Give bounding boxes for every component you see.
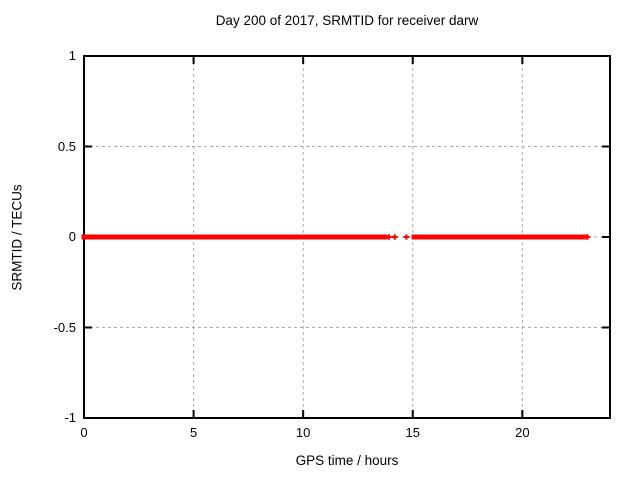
x-tick-label: 15 (405, 425, 420, 440)
x-tick-label: 0 (80, 425, 88, 440)
data-segment (81, 234, 153, 240)
y-tick-label: 0.5 (57, 138, 76, 154)
x-tick-label: 10 (295, 425, 311, 440)
y-tick-label: -0.5 (53, 319, 76, 335)
y-tick-label: -1 (64, 410, 76, 425)
data-segment (411, 234, 426, 240)
x-axis-label: GPS time / hours (295, 453, 399, 468)
y-axis-label: SRMTID / TECUs (9, 184, 25, 291)
data-segment (150, 234, 388, 240)
x-tick-label: 5 (189, 425, 198, 440)
chart-title: Day 200 of 2017, SRMTID for receiver dar… (215, 13, 479, 28)
data-segment (423, 234, 587, 240)
y-tick-label: 0 (68, 229, 76, 244)
y-tick-label: 1 (68, 48, 76, 63)
x-tick-label: 20 (515, 425, 530, 440)
